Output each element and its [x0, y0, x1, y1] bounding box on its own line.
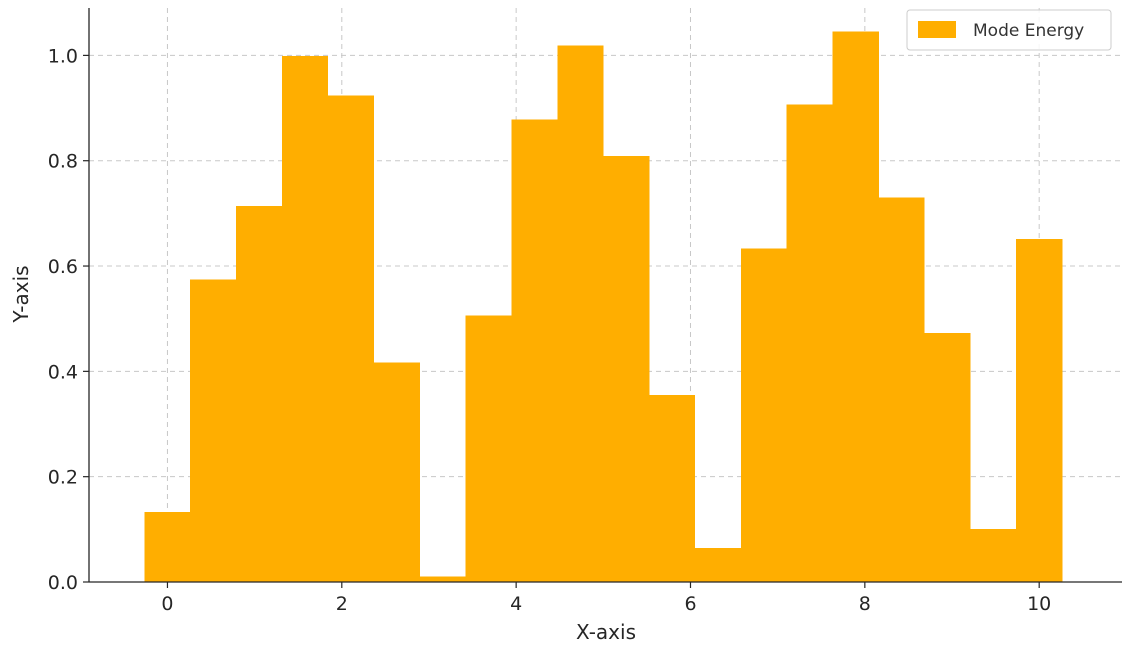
bar — [327, 95, 375, 583]
bar — [648, 395, 696, 582]
bars — [144, 31, 1063, 583]
legend-frame — [906, 9, 1112, 51]
x-tick-label: 6 — [684, 593, 696, 615]
y-tick-label: 0.8 — [48, 151, 78, 173]
x-tick-label: 4 — [510, 593, 522, 615]
bar — [970, 528, 1017, 582]
y-tick-label: 0.4 — [48, 361, 78, 383]
bar — [1016, 239, 1063, 582]
bar — [832, 31, 879, 582]
bar — [603, 155, 650, 583]
legend: Mode Energy — [906, 9, 1112, 51]
bar — [740, 248, 787, 582]
y-tick-label: 0.2 — [48, 467, 78, 489]
y-tick-label: 0.0 — [48, 572, 78, 594]
bar — [557, 45, 604, 583]
axes — [88, 8, 1122, 583]
x-tick-label: 0 — [161, 593, 173, 615]
bar — [419, 576, 466, 582]
bar — [786, 104, 833, 582]
ticks: 0 2 4 6 8 10 0.0 0.2 0.4 0.6 0.8 1.0 — [48, 45, 1051, 615]
bar — [465, 315, 512, 582]
bar — [144, 511, 191, 582]
y-tick-label: 0.6 — [48, 256, 78, 278]
bar — [236, 206, 283, 582]
bar — [511, 119, 558, 582]
x-axis-label: X-axis — [576, 620, 636, 644]
x-tick-label: 10 — [1027, 593, 1051, 615]
bar — [924, 332, 971, 582]
bar — [282, 55, 329, 583]
bar — [878, 197, 925, 582]
y-axis-label: Y-axis — [9, 265, 33, 323]
legend-label: Mode Energy — [973, 21, 1084, 41]
legend-swatch — [918, 21, 956, 38]
bar — [373, 362, 420, 582]
y-tick-label: 1.0 — [48, 45, 78, 67]
bar — [694, 547, 742, 582]
bar — [190, 279, 237, 582]
x-tick-label: 2 — [336, 593, 348, 615]
x-tick-label: 8 — [859, 593, 871, 615]
